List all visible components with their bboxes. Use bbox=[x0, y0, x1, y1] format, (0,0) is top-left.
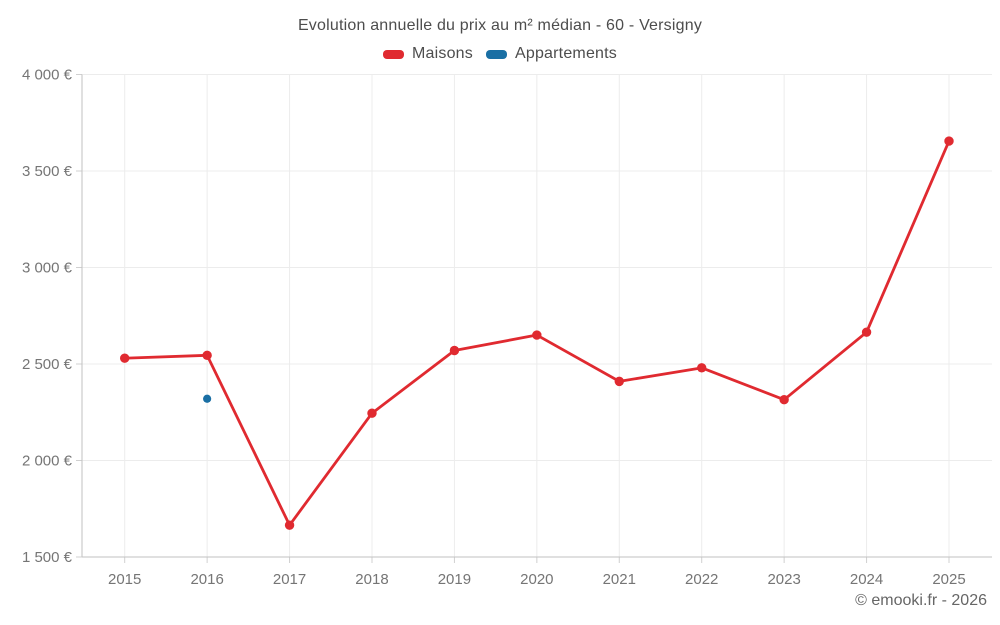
svg-text:2023: 2023 bbox=[767, 571, 800, 588]
chart-title: Evolution annuelle du prix au m² médian … bbox=[297, 17, 703, 34]
svg-text:2025: 2025 bbox=[932, 571, 965, 588]
svg-text:2022: 2022 bbox=[685, 571, 718, 588]
attribution-text: © emooki.fr - 2026 bbox=[855, 592, 987, 609]
svg-text:2021: 2021 bbox=[603, 571, 636, 588]
svg-text:2015: 2015 bbox=[108, 571, 141, 588]
svg-text:2019: 2019 bbox=[438, 571, 471, 588]
chart-legend: Maisons Appartements bbox=[0, 45, 1000, 63]
svg-text:3 500 €: 3 500 € bbox=[22, 163, 73, 180]
legend-item-appartements[interactable]: Appartements bbox=[485, 45, 617, 63]
svg-text:2024: 2024 bbox=[850, 571, 883, 588]
svg-text:2 500 €: 2 500 € bbox=[22, 356, 73, 373]
svg-text:4 000 €: 4 000 € bbox=[22, 67, 73, 84]
svg-text:1 500 €: 1 500 € bbox=[22, 549, 73, 566]
svg-text:2020: 2020 bbox=[520, 571, 553, 588]
svg-text:2016: 2016 bbox=[190, 571, 223, 588]
appartements-series-swatch-icon bbox=[485, 49, 507, 59]
legend-item-maisons[interactable]: Maisons bbox=[383, 45, 473, 63]
svg-text:2 000 €: 2 000 € bbox=[22, 453, 73, 470]
legend-label-appartements: Appartements bbox=[514, 45, 617, 62]
svg-text:2018: 2018 bbox=[355, 571, 388, 588]
svg-text:3 000 €: 3 000 € bbox=[22, 260, 73, 277]
maisons-series-swatch-icon bbox=[383, 49, 404, 59]
svg-text:2017: 2017 bbox=[273, 571, 306, 588]
legend-label-maisons: Maisons bbox=[412, 45, 473, 62]
